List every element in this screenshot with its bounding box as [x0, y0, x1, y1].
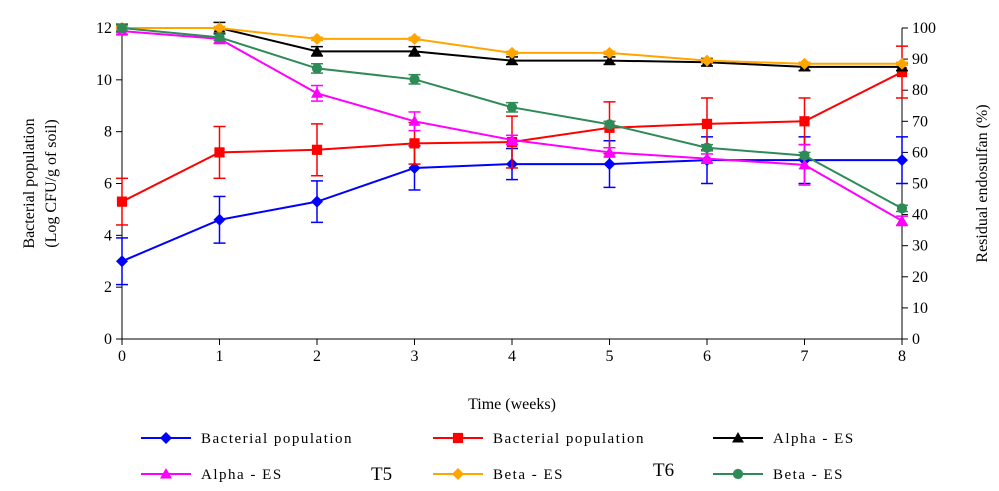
data-point	[603, 46, 616, 59]
data-point	[408, 45, 421, 56]
data-point	[798, 158, 811, 170]
legend-marker	[732, 468, 744, 480]
data-point	[311, 195, 323, 208]
legend-label: Beta - ES	[493, 467, 564, 483]
y-left-tick-label: 2	[104, 279, 112, 296]
data-point	[506, 54, 518, 66]
data-point	[116, 22, 128, 34]
x-tick-label: 4	[508, 348, 516, 365]
data-point	[311, 144, 323, 155]
x-tick-label: 7	[801, 348, 809, 365]
y-right-tick-label: 100	[912, 20, 936, 37]
legend-label: Alpha - ES	[201, 467, 283, 483]
data-point	[701, 54, 713, 67]
data-point	[408, 161, 421, 174]
y-left-tick-label: 8	[104, 124, 112, 141]
data-point	[896, 66, 908, 78]
data-point	[116, 255, 128, 268]
data-point	[311, 63, 323, 74]
y-axis-right-title: Residual endosulfan (%)	[974, 104, 991, 262]
legend-label: Beta - ES	[773, 467, 844, 483]
y-right-tick-label: 0	[912, 331, 920, 348]
y-left-tick-label: 0	[104, 331, 112, 348]
data-point	[896, 154, 908, 167]
y-axis-left-title: Bacterial population (Log CFU/g of soil)	[21, 118, 60, 248]
y-left-tick-label: 4	[104, 227, 112, 244]
legend-label: Bacterial population	[201, 431, 353, 447]
series-5	[116, 22, 908, 70]
group-label: T6	[653, 460, 674, 481]
y-right-tick-label: 10	[912, 300, 928, 317]
legend-item: Beta - ES	[433, 467, 564, 483]
data-point	[604, 119, 615, 130]
legend-label: Alpha - ES	[773, 431, 855, 447]
data-point	[798, 57, 811, 70]
data-point	[213, 22, 226, 34]
legend-item: Beta - ES	[713, 467, 844, 483]
data-point	[409, 138, 420, 149]
data-point	[701, 142, 713, 153]
data-point	[896, 214, 908, 226]
data-point	[213, 213, 226, 226]
legend-item: Alpha - ES	[713, 431, 855, 447]
data-point	[701, 152, 713, 164]
y-left-tick-label: 6	[104, 176, 112, 193]
group-label: T5	[371, 464, 392, 485]
y-left-tick-label: 12	[96, 20, 112, 37]
legend-marker	[160, 432, 172, 444]
data-point	[311, 32, 323, 45]
legend-item: Bacterial population	[141, 431, 353, 447]
data-point	[408, 32, 421, 45]
x-tick-label: 8	[898, 348, 906, 365]
legend-marker	[452, 432, 464, 444]
x-axis-title: Time (weeks)	[468, 396, 556, 413]
y-right-tick-label: 40	[912, 207, 928, 224]
data-point	[214, 32, 225, 43]
y-right-tick-label: 50	[912, 176, 928, 193]
plot-area	[116, 21, 908, 286]
legend-marker	[160, 468, 172, 479]
y-right-tick-label: 90	[912, 51, 928, 68]
data-point	[506, 46, 518, 59]
legend-item: Bacterial population	[433, 431, 645, 447]
data-point	[701, 118, 713, 129]
data-point	[506, 102, 518, 113]
y-axis-left-title-line: Bacterial population	[21, 118, 38, 248]
y-right-tick-label: 30	[912, 238, 928, 255]
data-point	[603, 54, 616, 66]
legend-marker	[452, 468, 464, 480]
x-tick-label: 0	[118, 348, 126, 365]
x-tick-label: 3	[411, 348, 419, 365]
data-point	[896, 203, 908, 214]
y-right-tick-label: 80	[912, 82, 928, 99]
data-point	[311, 45, 323, 56]
data-point	[409, 74, 420, 85]
data-point	[603, 146, 616, 157]
y-right-tick-label: 60	[912, 144, 928, 161]
legend-item: Alpha - ES	[141, 467, 283, 483]
x-tick-label: 1	[216, 348, 224, 365]
data-point	[799, 150, 810, 161]
y-right-tick-label: 20	[912, 269, 928, 286]
legend-marker	[732, 432, 744, 443]
y-right-tick-label: 70	[912, 113, 928, 130]
legend-label: Bacterial population	[493, 431, 645, 447]
data-point	[896, 57, 908, 70]
x-tick-label: 2	[313, 348, 321, 365]
data-point	[799, 116, 810, 127]
data-point	[116, 196, 128, 207]
y-left-tick-label: 10	[96, 72, 112, 89]
data-point	[408, 115, 421, 126]
y-axis-left-title-line: (Log CFU/g of soil)	[43, 119, 60, 247]
series-6	[116, 22, 908, 214]
data-point	[603, 158, 616, 171]
x-tick-label: 6	[703, 348, 711, 365]
x-tick-label: 5	[606, 348, 614, 365]
data-point	[214, 147, 225, 158]
data-point	[311, 87, 323, 98]
legend: Bacterial population Bacterial population…	[141, 431, 855, 485]
data-point	[506, 133, 518, 145]
